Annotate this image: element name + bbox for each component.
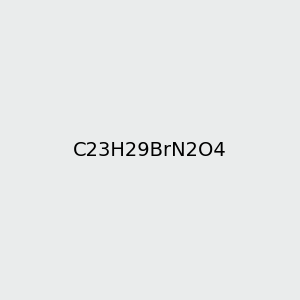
Text: C23H29BrN2O4: C23H29BrN2O4 (73, 140, 227, 160)
